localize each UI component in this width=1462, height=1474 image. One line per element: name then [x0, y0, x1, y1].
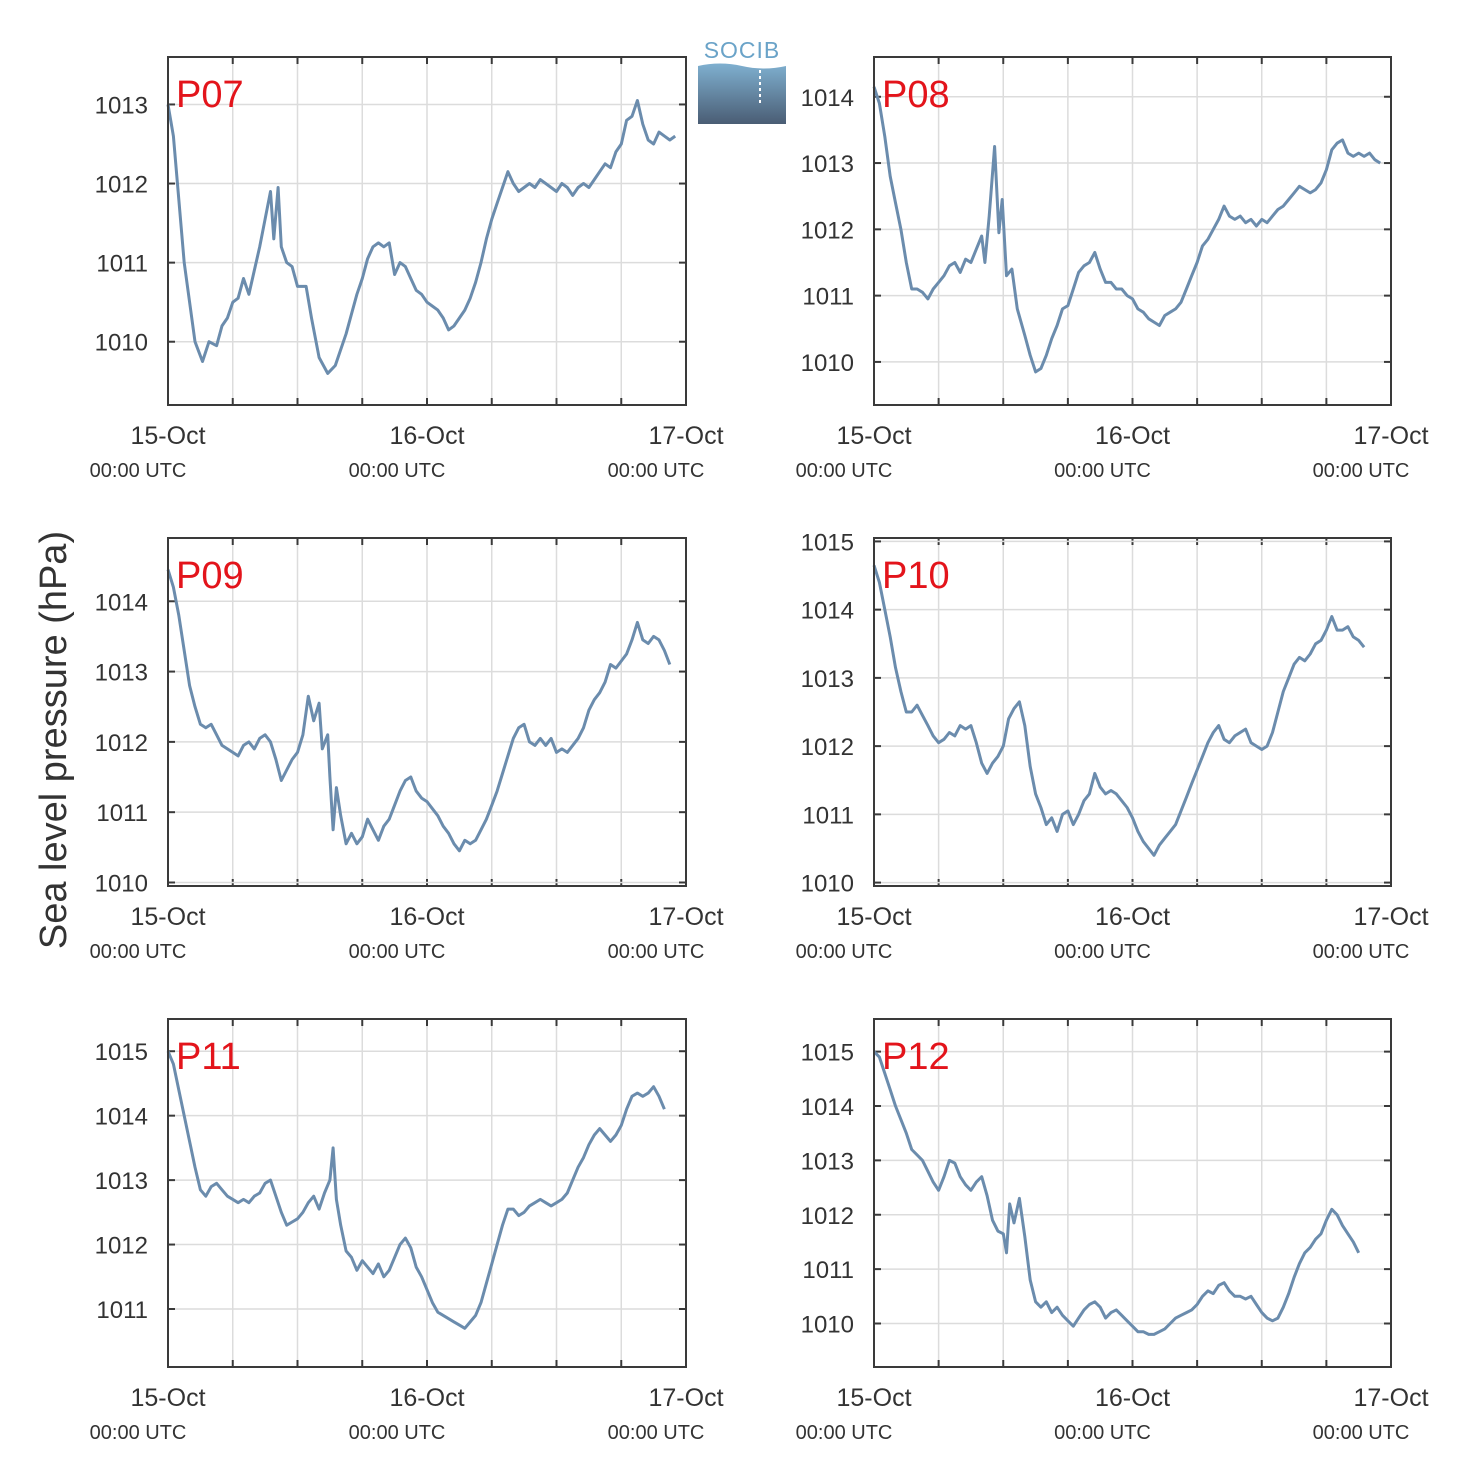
x-tick-time-label: 00:00 UTC: [796, 460, 893, 482]
x-tick-date-label: 17-Oct: [1353, 422, 1428, 450]
y-tick-label: 1014: [801, 85, 854, 112]
x-tick-date-label: 15-Oct: [130, 422, 205, 450]
x-tick-date-label: 15-Oct: [836, 422, 911, 450]
y-tick-label: 1014: [801, 598, 854, 625]
station-label: P11: [176, 1036, 241, 1078]
y-tick-label: 1011: [96, 251, 148, 278]
plot-frame: [167, 1018, 687, 1368]
x-tick-time-label: 00:00 UTC: [796, 941, 893, 963]
y-tick-label: 1010: [801, 871, 854, 898]
pressure-line: [872, 86, 1381, 374]
y-tick-label: 1013: [801, 1148, 854, 1175]
x-tick-time-label: 00:00 UTC: [90, 941, 187, 963]
pressure-line: [872, 564, 1366, 857]
y-tick-label: 1011: [802, 1257, 854, 1284]
station-label: P12: [882, 1036, 950, 1078]
x-tick-time-label: 00:00 UTC: [608, 460, 705, 482]
y-tick-label: 1012: [95, 1233, 148, 1260]
x-tick-time-label: 00:00 UTC: [349, 941, 446, 963]
y-tick-label: 1012: [95, 730, 148, 757]
pressure-line: [166, 569, 672, 853]
y-tick-label: 1015: [95, 1039, 148, 1066]
y-axis-label: Sea level pressure (hPa): [33, 531, 75, 949]
x-tick-date-label: 17-Oct: [648, 1384, 723, 1412]
x-tick-date-label: 16-Oct: [389, 903, 464, 931]
x-tick-time-label: 00:00 UTC: [349, 460, 446, 482]
x-tick-date-label: 17-Oct: [648, 422, 723, 450]
y-tick-label: 1012: [95, 172, 148, 199]
x-tick-time-label: 00:00 UTC: [608, 941, 705, 963]
y-tick-label: 1012: [801, 1203, 854, 1230]
station-label: P08: [882, 74, 950, 116]
logo-text: SOCIB: [704, 37, 781, 63]
x-tick-date-label: 16-Oct: [1095, 422, 1170, 450]
x-tick-time-label: 00:00 UTC: [349, 1422, 446, 1444]
x-tick-time-label: 00:00 UTC: [1054, 460, 1151, 482]
y-tick-label: 1014: [95, 1104, 148, 1131]
plot-frame: [873, 56, 1392, 406]
chart-panel-p07: 1010 1011 1012 1013 P07 15-Oct 00:00 UTC 16-Oct…: [90, 56, 724, 482]
y-tick-label: 1015: [801, 529, 854, 556]
x-tick-time-label: 00:00 UTC: [90, 1422, 187, 1444]
x-tick-time-label: 00:00 UTC: [90, 460, 187, 482]
x-tick-date-label: 17-Oct: [648, 903, 723, 931]
chart-panels: 1010 1011 1012 1013 P07 15-Oct 00:00 UTC 16-Oct…: [90, 56, 1429, 1444]
y-tick-label: 1012: [801, 217, 854, 244]
y-tick-label: 1013: [801, 151, 854, 178]
plot-frame: [873, 1018, 1392, 1368]
chart-panel-p12: 1010 1011 1012 1013 1014 1015 P12 15-Oct 00:00 U…: [796, 1018, 1429, 1444]
y-tick-label: 1011: [96, 800, 148, 827]
socib-logo: SOCIB: [698, 36, 786, 124]
x-tick-time-label: 00:00 UTC: [608, 1422, 705, 1444]
x-tick-date-label: 15-Oct: [836, 1384, 911, 1412]
x-tick-date-label: 17-Oct: [1353, 903, 1428, 931]
y-tick-label: 1011: [802, 284, 854, 311]
x-tick-date-label: 16-Oct: [1095, 903, 1170, 931]
y-tick-label: 1010: [801, 1312, 854, 1339]
x-tick-date-label: 15-Oct: [130, 1384, 205, 1412]
y-tick-label: 1014: [801, 1094, 854, 1121]
y-tick-label: 1014: [95, 589, 148, 616]
x-tick-date-label: 17-Oct: [1353, 1384, 1428, 1412]
y-tick-label: 1013: [95, 92, 148, 119]
chart-panel-p10: 1010 1011 1012 1013 1014 1015 P10 15-Oct 00:00 U…: [796, 529, 1429, 963]
y-tick-label: 1013: [801, 666, 854, 693]
y-tick-label: 1011: [96, 1297, 148, 1324]
plot-frame: [873, 537, 1392, 887]
x-tick-date-label: 16-Oct: [389, 422, 464, 450]
x-tick-time-label: 00:00 UTC: [1313, 460, 1410, 482]
station-label: P09: [176, 555, 244, 597]
plot-frame: [167, 56, 687, 406]
x-tick-time-label: 00:00 UTC: [1313, 941, 1410, 963]
chart-panel-p11: 1011 1012 1013 1014 1015 P11 15-Oct 00:00 UTC 16…: [90, 1018, 724, 1444]
pressure-line: [872, 1050, 1361, 1336]
y-tick-label: 1010: [95, 870, 148, 897]
y-tick-label: 1010: [801, 350, 854, 377]
logo-wave-icon: [698, 63, 786, 124]
x-tick-date-label: 15-Oct: [130, 903, 205, 931]
chart-panel-p09: 1010 1011 1012 1013 1014 P09 15-Oct 00:00 UTC 16…: [90, 537, 724, 963]
x-tick-date-label: 16-Oct: [389, 1384, 464, 1412]
x-tick-time-label: 00:00 UTC: [1054, 1422, 1151, 1444]
x-tick-time-label: 00:00 UTC: [796, 1422, 893, 1444]
pressure-line: [166, 1050, 666, 1330]
x-tick-time-label: 00:00 UTC: [1054, 941, 1151, 963]
y-tick-label: 1011: [802, 802, 854, 829]
y-tick-label: 1013: [95, 660, 148, 687]
station-label: P10: [882, 555, 950, 597]
plot-frame: [167, 537, 687, 887]
chart-panel-p08: 1010 1011 1012 1013 1014 P08 15-Oct 00:00 UTC 16…: [796, 56, 1429, 482]
station-label: P07: [176, 74, 244, 116]
y-tick-label: 1010: [95, 330, 148, 357]
x-tick-date-label: 16-Oct: [1095, 1384, 1170, 1412]
y-tick-label: 1013: [95, 1168, 148, 1195]
x-tick-date-label: 15-Oct: [836, 903, 911, 931]
y-tick-label: 1015: [801, 1040, 854, 1067]
x-tick-time-label: 00:00 UTC: [1313, 1422, 1410, 1444]
pressure-line: [166, 99, 677, 375]
y-tick-label: 1012: [801, 734, 854, 761]
